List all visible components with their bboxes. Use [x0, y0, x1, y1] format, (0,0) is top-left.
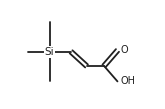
Text: Si: Si — [45, 47, 54, 57]
Text: OH: OH — [121, 76, 136, 86]
Text: O: O — [121, 45, 129, 55]
